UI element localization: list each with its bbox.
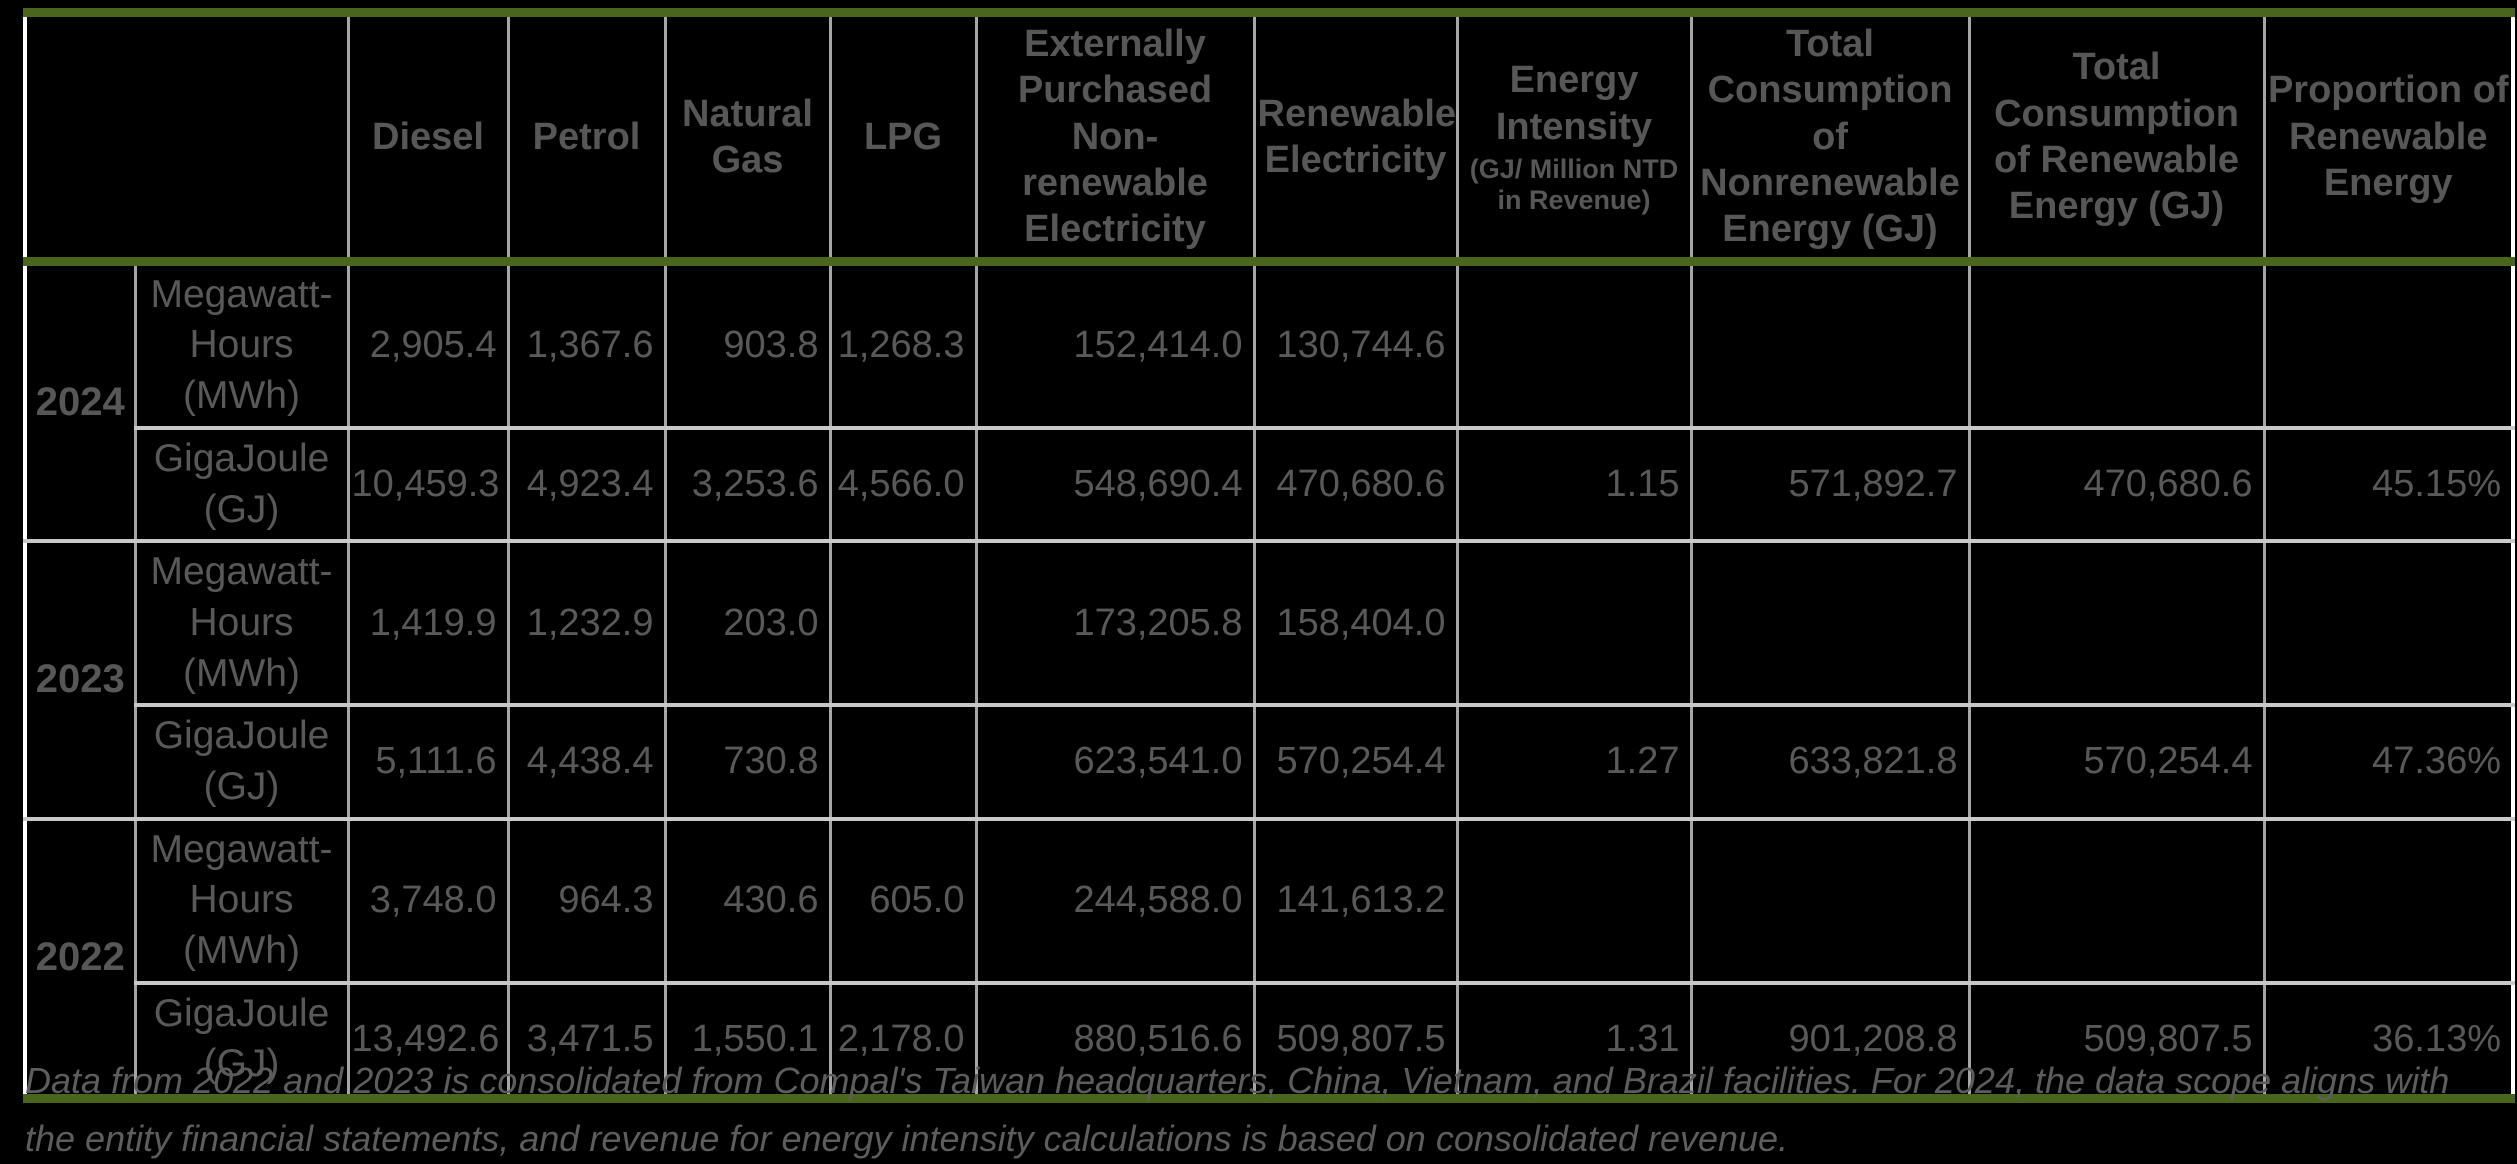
cell-diesel: 5,111.6 — [346, 703, 510, 821]
col-header-petrol: Petrol — [506, 8, 667, 266]
cell-lpg — [828, 703, 978, 821]
cell-petrol: 3,471.5 — [506, 980, 667, 1104]
unit-label: GigaJoule (GJ) — [133, 425, 350, 544]
col-header-renewable-electricity: Renewable Electricity — [1252, 8, 1459, 266]
cell-natural-gas: 3,253.6 — [663, 425, 832, 544]
unit-label: Megawatt-Hours (MWh) — [133, 539, 350, 708]
col-header-total-renewable: Total Consumption of Renewable Energy (G… — [1967, 8, 2266, 266]
table-row-2023-gj: GigaJoule (GJ) 5,111.6 4,438.4 730.8 623… — [25, 703, 2515, 821]
cell-renewable-electricity: 141,613.2 — [1252, 816, 1459, 985]
unit-label: GigaJoule (GJ) — [133, 703, 350, 821]
cell-renewable-electricity: 509,807.5 — [1252, 980, 1459, 1104]
cell-energy-intensity: 1.15 — [1455, 425, 1693, 544]
cell-renewable-electricity: 158,404.0 — [1252, 539, 1459, 708]
cell-total-nonrenewable: 901,208.8 — [1689, 980, 1971, 1104]
cell-renewable-electricity: 570,254.4 — [1252, 703, 1459, 821]
cell-total-renewable — [1967, 539, 2266, 708]
energy-consumption-table: Diesel Petrol Natural Gas LPG Externally… — [23, 8, 2515, 1104]
table-row-2024-gj: GigaJoule (GJ) 10,459.3 4,923.4 3,253.6 … — [25, 425, 2515, 544]
cell-proportion-renewable — [2262, 539, 2515, 708]
cell-proportion-renewable — [2262, 816, 2515, 985]
year-label-2023: 2023 — [23, 539, 137, 821]
unit-label: GigaJoule (GJ) — [133, 980, 350, 1104]
cell-proportion-renewable: 47.36% — [2262, 703, 2515, 821]
corner-cell — [23, 8, 350, 266]
cell-externally-purchased: 244,588.0 — [974, 816, 1256, 985]
col-header-total-nonrenewable: Total Consumption of Nonrenewable Energy… — [1689, 8, 1971, 266]
cell-petrol: 4,923.4 — [506, 425, 667, 544]
cell-natural-gas: 730.8 — [663, 703, 832, 821]
table-body: 2024 Megawatt-Hours (MWh) 2,905.4 1,367.… — [23, 259, 2515, 1104]
cell-externally-purchased: 173,205.8 — [974, 539, 1256, 708]
cell-lpg: 2,178.0 — [828, 980, 978, 1104]
cell-diesel: 10,459.3 — [346, 425, 510, 544]
table-row-2022-mwh: 2022 Megawatt-Hours (MWh) 3,748.0 964.3 … — [23, 816, 2515, 1104]
col-header-diesel: Diesel — [346, 8, 510, 266]
col-header-proportion-renewable: Proportion of Renewable Energy — [2262, 8, 2515, 266]
cell-diesel: 13,492.6 — [346, 980, 510, 1104]
cell-externally-purchased: 880,516.6 — [974, 980, 1256, 1104]
cell-total-nonrenewable: 571,892.7 — [1689, 425, 1971, 544]
cell-natural-gas: 903.8 — [663, 259, 832, 430]
cell-petrol: 1,232.9 — [506, 539, 667, 708]
table-row-2024-mwh: 2024 Megawatt-Hours (MWh) 2,905.4 1,367.… — [23, 259, 2515, 544]
cell-petrol: 4,438.4 — [506, 703, 667, 821]
cell-total-nonrenewable — [1689, 816, 1971, 985]
footnote-text: Data from 2022 and 2023 is consolidated … — [25, 1060, 2450, 1159]
col-header-lpg: LPG — [828, 8, 978, 266]
cell-diesel: 3,748.0 — [346, 816, 510, 985]
cell-lpg: 4,566.0 — [828, 425, 978, 544]
table-row-2022-gj: GigaJoule (GJ) 13,492.6 3,471.5 1,550.1 … — [25, 980, 2515, 1104]
energy-intensity-subtitle: (GJ/ Million NTD in Revenue) — [1469, 154, 1679, 216]
cell-total-nonrenewable — [1689, 539, 1971, 708]
cell-diesel: 1,419.9 — [346, 539, 510, 708]
col-header-energy-intensity: Energy Intensity (GJ/ Million NTD in Rev… — [1455, 8, 1693, 266]
cell-lpg: 605.0 — [828, 816, 978, 985]
cell-total-nonrenewable: 633,821.8 — [1689, 703, 1971, 821]
cell-externally-purchased: 623,541.0 — [974, 703, 1256, 821]
cell-proportion-renewable: 36.13% — [2262, 980, 2515, 1104]
unit-label: Megawatt-Hours (MWh) — [133, 259, 350, 430]
cell-renewable-electricity: 470,680.6 — [1252, 425, 1459, 544]
cell-externally-purchased: 548,690.4 — [974, 425, 1256, 544]
col-header-natural-gas: Natural Gas — [663, 8, 832, 266]
energy-intensity-title: Energy Intensity — [1495, 59, 1653, 148]
cell-total-renewable: 570,254.4 — [1967, 703, 2266, 821]
cell-diesel: 2,905.4 — [346, 259, 510, 430]
unit-label: Megawatt-Hours (MWh) — [133, 816, 350, 985]
cell-natural-gas: 1,550.1 — [663, 980, 832, 1104]
table-row-2023-mwh: 2023 Megawatt-Hours (MWh) 1,419.9 1,232.… — [23, 539, 2515, 821]
cell-total-nonrenewable — [1689, 259, 1971, 430]
cell-energy-intensity: 1.27 — [1455, 703, 1693, 821]
cell-energy-intensity — [1455, 259, 1693, 430]
cell-lpg: 1,268.3 — [828, 259, 978, 430]
cell-total-renewable: 470,680.6 — [1967, 425, 2266, 544]
col-header-externally-purchased: Externally Purchased Non-renewable Elect… — [974, 8, 1256, 266]
cell-energy-intensity — [1455, 539, 1693, 708]
cell-energy-intensity — [1455, 816, 1693, 985]
cell-natural-gas: 203.0 — [663, 539, 832, 708]
cell-energy-intensity: 1.31 — [1455, 980, 1693, 1104]
cell-natural-gas: 430.6 — [663, 816, 832, 985]
cell-externally-purchased: 152,414.0 — [974, 259, 1256, 430]
cell-proportion-renewable — [2262, 259, 2515, 430]
year-label-2024: 2024 — [23, 259, 137, 544]
year-label-2022: 2022 — [23, 816, 137, 1104]
cell-total-renewable — [1967, 259, 2266, 430]
table-header: Diesel Petrol Natural Gas LPG Externally… — [23, 8, 2515, 266]
cell-total-renewable: 509,807.5 — [1967, 980, 2266, 1104]
cell-renewable-electricity: 130,744.6 — [1252, 259, 1459, 430]
cell-lpg — [828, 539, 978, 708]
cell-total-renewable — [1967, 816, 2266, 985]
cell-petrol: 964.3 — [506, 816, 667, 985]
cell-petrol: 1,367.6 — [506, 259, 667, 430]
cell-proportion-renewable: 45.15% — [2262, 425, 2515, 544]
header-row: Diesel Petrol Natural Gas LPG Externally… — [23, 8, 2515, 266]
